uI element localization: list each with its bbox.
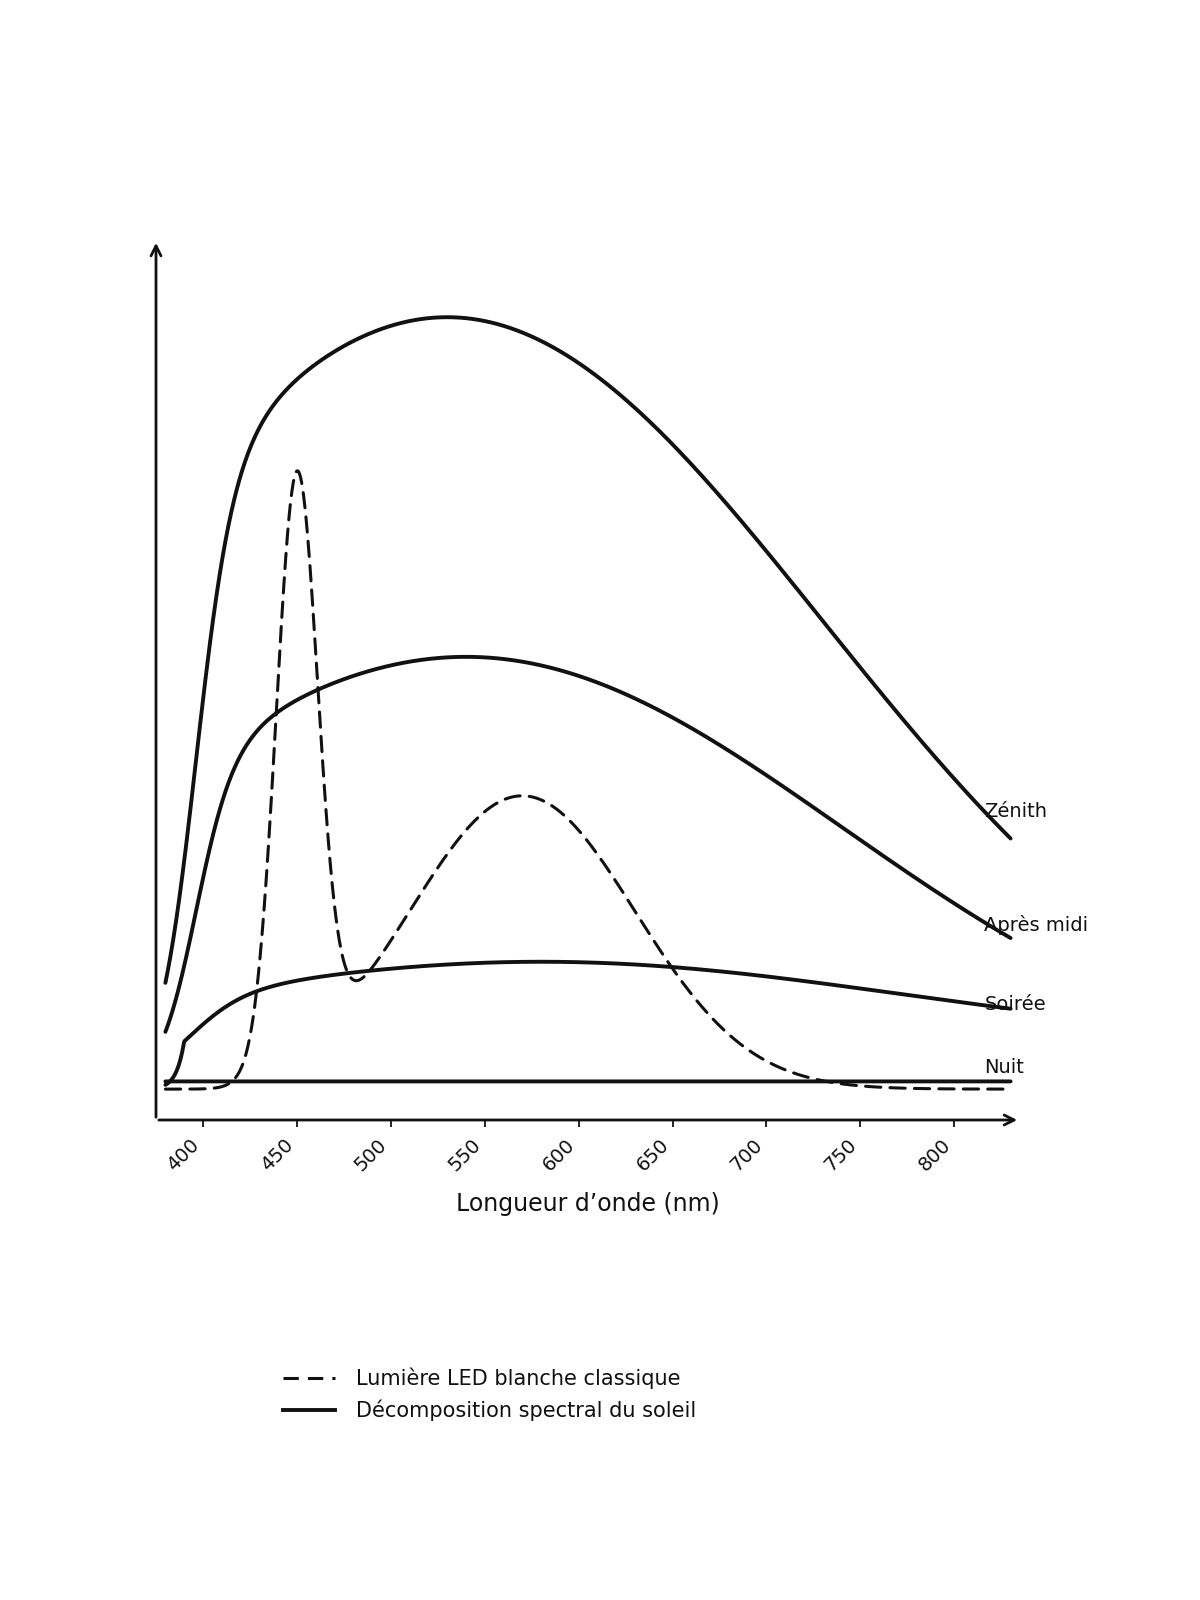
X-axis label: Longueur d’onde (nm): Longueur d’onde (nm) bbox=[456, 1192, 720, 1216]
Text: Zénith: Zénith bbox=[984, 802, 1048, 821]
Text: Après midi: Après midi bbox=[984, 915, 1088, 936]
Text: Nuit: Nuit bbox=[984, 1058, 1024, 1077]
Legend: Lumière LED blanche classique, Décomposition spectral du soleil: Lumière LED blanche classique, Décomposi… bbox=[275, 1360, 704, 1429]
Text: Soirée: Soirée bbox=[984, 995, 1046, 1014]
